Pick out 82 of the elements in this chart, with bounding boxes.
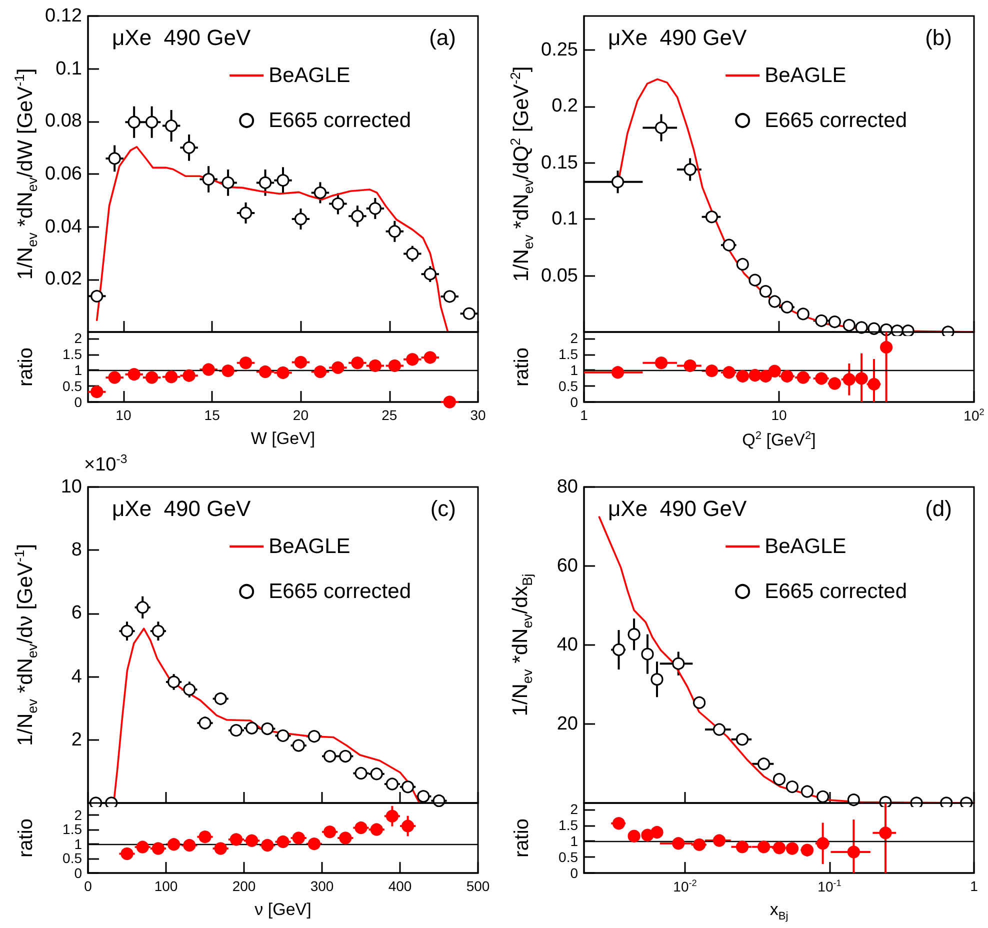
annotation: (b): [925, 25, 952, 50]
y-tick-label: 0: [74, 865, 82, 881]
y-tick-label: 60: [556, 556, 578, 576]
y-tick-label: 4: [71, 666, 82, 688]
x-tick-label: 0: [84, 878, 92, 894]
x-tick-label: 500: [466, 878, 490, 894]
y-tick-label: 20: [556, 714, 578, 734]
y-tick-label: 0.1: [552, 208, 578, 230]
legend-label: E665 corrected: [764, 109, 908, 132]
y-tick-label: 1: [570, 833, 578, 850]
legend-label: BeAGLE: [268, 535, 350, 558]
y-tick-label: 0.5: [558, 378, 578, 394]
y-tick-label: 10: [60, 476, 82, 498]
y-tick-label: 0: [570, 865, 578, 881]
x-tick-label: 10$^{2}$: [964, 407, 984, 424]
legend-label: E665 corrected: [268, 580, 412, 603]
x-tick-label: 20: [292, 407, 309, 423]
x-tick-label: 300: [310, 878, 334, 894]
y-tick-label: 0: [74, 394, 82, 410]
y-tick-label: 0.02: [45, 268, 82, 290]
x-axis-title: x$_{Bj}$: [770, 900, 788, 923]
x-tick-label: 25: [382, 407, 398, 423]
legend-label: E665 corrected: [268, 109, 412, 132]
y-axis-title: ratio: [15, 348, 37, 386]
y-tick-label: 0.05: [541, 265, 578, 286]
x-tick-label: 10$^{-1}$: [818, 878, 842, 895]
x-tick-label: 15: [204, 407, 220, 423]
legend-label: BeAGLE: [764, 535, 846, 558]
legend-label: BeAGLE: [268, 64, 350, 87]
x-tick-label: 10: [771, 407, 787, 423]
annotation: (d): [925, 496, 952, 522]
y-tick-label: 0.5: [62, 850, 82, 866]
x-axis-title: Q$^{2}$ [GeV$^{2}$]: [742, 430, 816, 450]
y-axis-title: ratio: [511, 818, 533, 858]
annotation: (a): [429, 25, 456, 50]
x-tick-label: 100: [154, 878, 178, 894]
y-tick-label: 0.2: [552, 96, 578, 117]
legend-label: BeAGLE: [764, 64, 846, 87]
legend-label: E665 corrected: [764, 580, 908, 603]
y-tick-label: 2: [74, 330, 82, 346]
y-tick-label: 0.08: [45, 110, 82, 132]
y-tick-label: 6: [71, 602, 82, 624]
y-tick-label: 0.15: [541, 152, 578, 174]
y-tick-label: 2: [74, 806, 82, 823]
y-tick-label: 1.5: [62, 346, 82, 362]
y-tick-label: 1.5: [62, 821, 82, 838]
text: ×10$^{-3}$: [84, 452, 128, 476]
y-tick-label: 0.12: [45, 6, 82, 26]
x-tick-label: 10$^{-2}$: [673, 878, 697, 895]
y-tick-label: 1: [74, 836, 82, 852]
annotation: μXe 490 GeV: [608, 496, 747, 522]
y-tick-label: 0.25: [541, 39, 578, 60]
x-tick-label: 10: [116, 407, 132, 423]
y-tick-label: 2: [570, 801, 578, 818]
y-tick-label: 2: [570, 330, 578, 346]
y-tick-label: 80: [556, 476, 578, 498]
x-tick-label: 30: [470, 407, 486, 423]
x-tick-label: 1: [580, 407, 588, 423]
y-tick-label: 0.1: [56, 58, 82, 80]
y-tick-label: 0.06: [45, 164, 82, 184]
y-tick-label: 0: [570, 394, 578, 410]
y-tick-label: 1.5: [558, 346, 578, 362]
x-tick-label: 400: [388, 878, 412, 894]
y-axis-title: ratio: [511, 348, 533, 386]
y-tick-label: 0.04: [45, 216, 82, 238]
annotation: (c): [430, 496, 456, 522]
x-axis-title: ν [GeV]: [254, 900, 312, 920]
y-tick-label: 40: [556, 634, 578, 656]
y-tick-label: 8: [71, 540, 82, 561]
x-tick-label: 200: [232, 878, 256, 894]
y-tick-label: 2: [71, 729, 82, 750]
y-tick-label: 0.5: [558, 849, 578, 866]
x-tick-label: 1: [970, 878, 978, 894]
y-tick-label: 1: [570, 362, 578, 378]
y-tick-label: 1.5: [558, 817, 578, 834]
annotation: μXe 490 GeV: [112, 25, 251, 50]
annotation: μXe 490 GeV: [608, 25, 747, 50]
y-tick-label: 0.5: [62, 378, 82, 394]
x-axis-title: W [GeV]: [250, 429, 316, 449]
y-axis-title: ratio: [15, 818, 37, 858]
y-tick-label: 1: [74, 362, 82, 378]
annotation: μXe 490 GeV: [112, 496, 251, 522]
